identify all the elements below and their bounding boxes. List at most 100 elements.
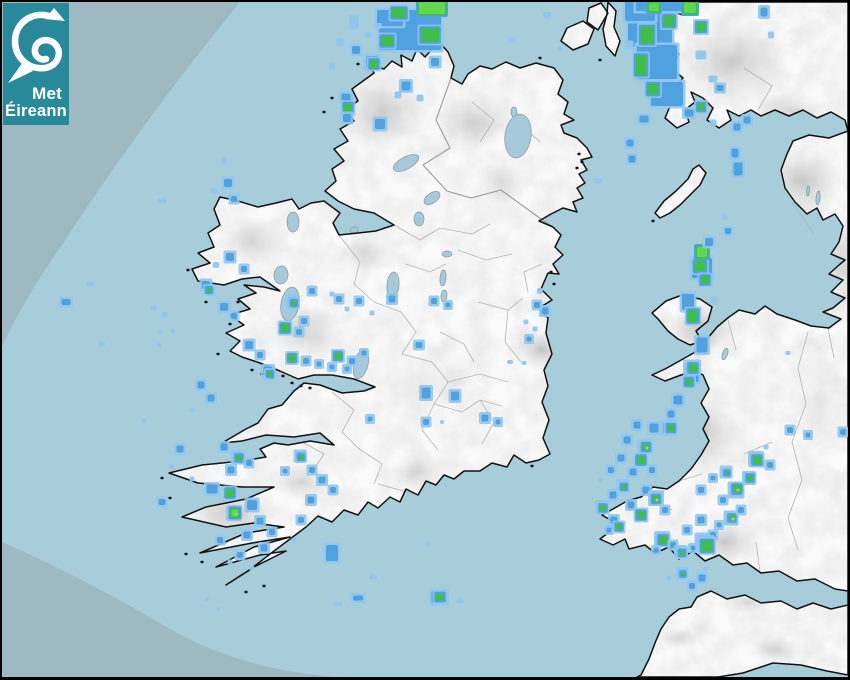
islet bbox=[549, 270, 553, 274]
rain-cell bbox=[291, 300, 297, 306]
met-eireann-logo: Met Éireann bbox=[3, 3, 69, 125]
islet bbox=[160, 476, 164, 480]
rain-cell bbox=[330, 487, 336, 493]
rain-cell bbox=[211, 188, 217, 194]
rain-cell bbox=[663, 15, 675, 27]
rain-cell bbox=[609, 491, 617, 499]
islet bbox=[281, 374, 285, 378]
lake bbox=[815, 190, 821, 206]
rain-cell bbox=[451, 391, 459, 401]
rain-cell bbox=[267, 371, 273, 377]
rain-cell bbox=[543, 12, 551, 18]
rain-cell bbox=[374, 23, 382, 29]
rain-cell bbox=[649, 3, 659, 11]
islet bbox=[186, 268, 190, 272]
rain-cell bbox=[649, 423, 659, 433]
rain-cell bbox=[667, 424, 675, 432]
rain-cell bbox=[220, 158, 228, 164]
rain-cell bbox=[624, 40, 634, 50]
rain-cell bbox=[419, 2, 445, 14]
rain-cell bbox=[666, 575, 672, 581]
rain-cell bbox=[291, 537, 297, 543]
rain-cell bbox=[247, 500, 257, 510]
rain-cell bbox=[157, 329, 163, 335]
rain-cell bbox=[370, 60, 378, 68]
rain-cell bbox=[688, 310, 698, 322]
islet bbox=[262, 584, 266, 588]
rain-cell bbox=[725, 471, 729, 475]
rain-cell bbox=[329, 364, 335, 370]
met-eireann-swirl-icon bbox=[8, 8, 65, 83]
rain-cell bbox=[557, 46, 563, 52]
rain-cell bbox=[606, 527, 612, 533]
rain-cell bbox=[224, 179, 232, 187]
rain-cell bbox=[415, 342, 423, 348]
rain-cell bbox=[333, 602, 343, 606]
rain-cell bbox=[298, 454, 304, 460]
rain-cell bbox=[495, 419, 501, 425]
rain-cell bbox=[697, 103, 705, 111]
rain-cell bbox=[176, 445, 184, 453]
rain-cell bbox=[736, 488, 740, 492]
rain-cell bbox=[329, 291, 335, 297]
rain-cell bbox=[697, 247, 707, 257]
rain-cell bbox=[649, 467, 655, 473]
rain-cell bbox=[689, 583, 695, 589]
rain-cell bbox=[260, 544, 268, 552]
rain-cell bbox=[318, 476, 326, 484]
rain-cell bbox=[629, 468, 637, 476]
rain-cell bbox=[616, 524, 622, 530]
lake bbox=[273, 265, 289, 285]
terrain-spot bbox=[658, 628, 698, 648]
islet bbox=[200, 560, 204, 564]
rain-cell bbox=[507, 37, 517, 43]
rain-cell bbox=[367, 416, 373, 422]
rain-cell bbox=[785, 351, 791, 355]
rain-cell bbox=[635, 55, 647, 75]
rain-cell bbox=[633, 421, 641, 429]
rain-cell bbox=[655, 498, 659, 502]
rain-cell bbox=[298, 517, 304, 523]
terrain-spot bbox=[334, 232, 390, 272]
rain-cell bbox=[627, 501, 635, 509]
rain-cell bbox=[326, 545, 338, 561]
rain-cell bbox=[733, 162, 743, 176]
rain-cell bbox=[282, 468, 288, 474]
lake bbox=[806, 185, 810, 197]
rain-cell bbox=[697, 516, 705, 524]
rain-cell bbox=[436, 593, 444, 601]
rain-cell bbox=[61, 299, 71, 305]
rain-cell bbox=[705, 238, 713, 246]
rain-cell bbox=[231, 313, 237, 319]
islet bbox=[228, 322, 232, 326]
islet bbox=[330, 96, 334, 100]
rain-cell bbox=[708, 75, 718, 83]
rain-cell bbox=[204, 597, 210, 601]
islet bbox=[308, 386, 312, 390]
rain-cell bbox=[388, 295, 396, 303]
rain-cell bbox=[440, 420, 444, 424]
rain-cell bbox=[392, 8, 406, 18]
logo-text-met: Met bbox=[32, 84, 62, 103]
terrain-spot bbox=[749, 636, 805, 664]
precipitation-layer bbox=[59, 2, 848, 611]
rain-cell bbox=[445, 302, 451, 308]
rain-cell bbox=[710, 296, 718, 304]
islet bbox=[204, 300, 208, 304]
rain-cell bbox=[617, 454, 625, 462]
rain-cell bbox=[696, 337, 708, 353]
lake bbox=[721, 347, 729, 361]
rain-cell bbox=[716, 522, 722, 528]
logo-text-eireann: Éireann bbox=[5, 102, 67, 120]
rain-cell bbox=[236, 455, 242, 461]
rain-cell bbox=[381, 36, 393, 46]
terrain-spot bbox=[672, 16, 792, 108]
rain-cell bbox=[336, 296, 342, 302]
rain-cell bbox=[189, 476, 195, 482]
rain-cell bbox=[593, 178, 603, 184]
terrain-spot bbox=[372, 342, 492, 422]
rain-cell bbox=[534, 302, 540, 308]
rain-cell bbox=[156, 342, 162, 348]
rain-cell bbox=[99, 341, 105, 347]
